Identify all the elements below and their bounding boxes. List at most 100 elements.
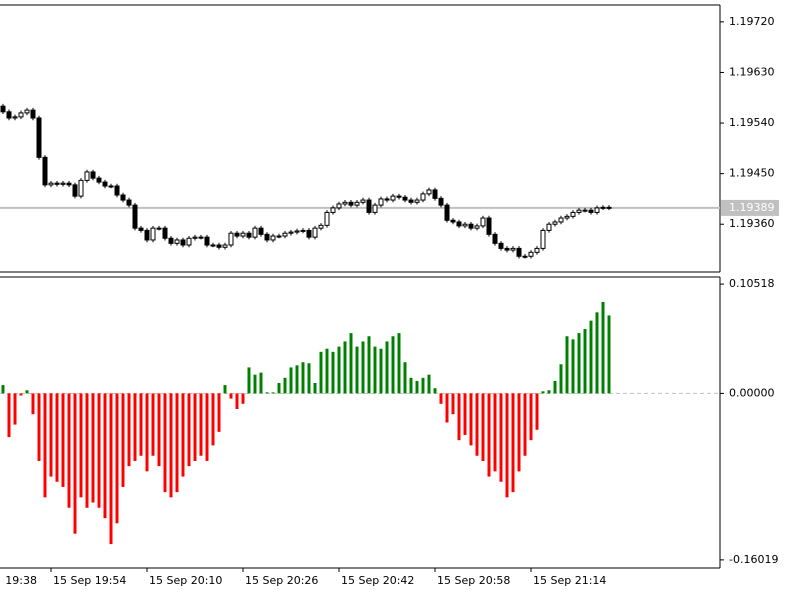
candle-body [72,184,78,197]
bar [247,367,251,394]
bar [325,348,329,394]
candle-body [432,189,438,199]
bar [397,333,401,394]
bar [367,336,371,394]
candle-body [360,199,366,203]
bar [445,393,449,423]
bar [517,393,521,472]
bar [193,393,197,461]
candle-body [516,247,522,257]
bar [97,393,101,508]
bar [595,312,599,394]
candle-body [228,232,234,246]
bar [55,393,59,482]
bar [265,392,269,394]
candle-body [456,221,462,227]
bar [553,380,557,394]
bar [91,393,95,503]
candle-body [240,232,246,237]
bar [187,393,191,467]
y-tick-label: 1.19450 [729,167,775,180]
candle-body [234,232,240,237]
bar [283,377,287,394]
bar [427,374,431,394]
candle-body [390,195,396,201]
bar [31,393,35,415]
bar [385,341,389,394]
bar [547,390,551,394]
bar [379,348,383,394]
bar [277,383,281,394]
candle-body [534,247,540,253]
candle-body [510,247,516,251]
bar [349,333,353,394]
candle-body [444,204,450,221]
bar [67,393,71,508]
candle-body [504,247,510,251]
candle-body [324,211,330,226]
candle-body [216,244,222,248]
y-tick-label: 0.10518 [729,277,775,290]
candle-body [126,199,132,206]
bar [85,393,89,508]
candle-body [66,182,72,186]
bar [127,393,131,467]
candle-body [522,255,528,258]
candle-body [204,236,210,246]
y-tick-label: 1.19360 [729,217,775,230]
candle-body [60,182,66,185]
candle-body [372,204,378,213]
candle-body [264,233,270,241]
candle-body [156,227,162,230]
bar [529,393,533,441]
candle-body [24,109,30,114]
y-tick-label: 1.19630 [729,65,775,78]
bar [61,393,65,487]
x-tick-label: 15 Sep 20:58 [437,574,510,587]
candle-body [138,227,144,231]
bar [433,388,437,394]
bar [463,393,467,435]
bar [25,390,29,394]
candle-body [282,232,288,237]
candle-body [540,229,546,249]
y-tick-label: 1.19720 [729,15,775,28]
candle-body [498,242,504,249]
bar [523,393,527,456]
candle-body [18,112,24,118]
bar [337,346,341,394]
bar [217,393,221,432]
candle-body [0,105,6,113]
candle-body [54,182,60,185]
candle-body [84,171,90,181]
bar [481,393,485,461]
bar [589,320,593,394]
candle-body [468,223,474,229]
candle-body [48,182,54,186]
bar [607,315,611,394]
candle-body [222,244,228,248]
candle-body [588,209,594,213]
x-tick-label: 15 Sep 20:42 [341,574,414,587]
bar [535,393,539,430]
bar [211,393,215,446]
candle-body [438,197,444,206]
candle-body [102,181,108,187]
bar [457,393,461,441]
bar [145,393,149,472]
candle-body [168,237,174,244]
bar [565,336,569,394]
x-tick-label: 19:38 [5,574,37,587]
candle-body [30,109,36,119]
candle-body [246,232,252,238]
candle-body [258,227,264,235]
last-price-label: 1.19389 [729,201,775,214]
candle-body [150,227,156,241]
candle-body [288,231,294,234]
bar [439,393,443,404]
bar [229,393,233,399]
x-tick-label: 15 Sep 20:26 [245,574,318,587]
candle-body [546,223,552,231]
candle-body [576,209,582,213]
